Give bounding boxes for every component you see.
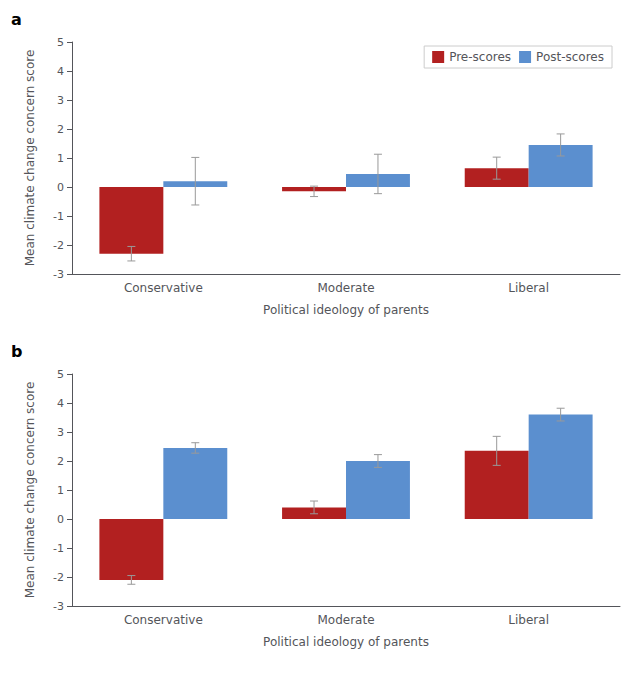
svg-text:2: 2 (57, 123, 64, 136)
svg-text:Conservative: Conservative (124, 281, 203, 295)
svg-text:b: b (11, 342, 22, 361)
svg-text:Moderate: Moderate (317, 281, 374, 295)
svg-text:0: 0 (57, 513, 64, 526)
svg-text:-3: -3 (53, 600, 64, 613)
svg-text:1: 1 (57, 484, 64, 497)
svg-text:-2: -2 (53, 571, 64, 584)
svg-text:Political ideology of parents: Political ideology of parents (263, 635, 429, 649)
svg-text:Liberal: Liberal (508, 613, 549, 627)
svg-text:5: 5 (57, 36, 64, 49)
svg-text:Mean climate change concern sc: Mean climate change concern score (23, 50, 37, 267)
svg-text:Pre-scores: Pre-scores (449, 50, 511, 64)
svg-text:-1: -1 (53, 210, 64, 223)
svg-text:-1: -1 (53, 542, 64, 555)
svg-text:a: a (11, 10, 22, 29)
svg-text:3: 3 (57, 426, 64, 439)
svg-text:0: 0 (57, 181, 64, 194)
svg-text:3: 3 (57, 94, 64, 107)
svg-text:Liberal: Liberal (508, 281, 549, 295)
svg-text:Mean climate change concern sc: Mean climate change concern score (23, 382, 37, 599)
svg-text:-3: -3 (53, 268, 64, 281)
svg-text:Post-scores: Post-scores (536, 50, 604, 64)
svg-text:2: 2 (57, 455, 64, 468)
svg-text:4: 4 (57, 65, 64, 78)
svg-text:4: 4 (57, 397, 64, 410)
svg-text:Conservative: Conservative (124, 613, 203, 627)
svg-text:Political ideology of parents: Political ideology of parents (263, 303, 429, 317)
svg-text:Moderate: Moderate (317, 613, 374, 627)
svg-text:-2: -2 (53, 239, 64, 252)
svg-text:1: 1 (57, 152, 64, 165)
svg-text:5: 5 (57, 368, 64, 381)
